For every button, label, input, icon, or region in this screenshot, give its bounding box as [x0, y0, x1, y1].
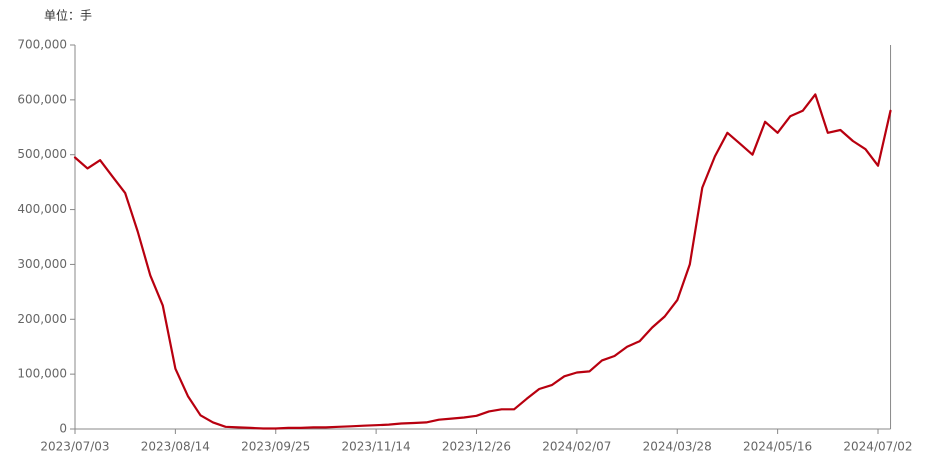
y-tick-label: 500,000 [17, 147, 67, 161]
x-tick-label: 2023/09/25 [241, 440, 310, 454]
unit-label: 单位：手 [44, 8, 92, 23]
x-tick-label: 2023/11/14 [342, 440, 411, 454]
y-tick-label: 0 [59, 422, 67, 436]
x-tick-label: 2023/08/14 [141, 440, 210, 454]
y-tick-label: 600,000 [17, 92, 67, 106]
line-series [73, 93, 892, 430]
y-tick-label: 100,000 [17, 367, 67, 381]
x-tick-label: 2023/12/26 [442, 440, 511, 454]
x-tick-label: 2024/07/02 [843, 440, 912, 454]
x-tick-label: 2023/07/03 [40, 440, 109, 454]
x-tick-label: 2024/05/16 [743, 440, 812, 454]
x-tick-label: 2024/03/28 [643, 440, 712, 454]
y-tick-label: 300,000 [17, 257, 67, 271]
y-tick-label: 400,000 [17, 202, 67, 216]
y-tick-label: 700,000 [17, 38, 67, 52]
y-tick-label: 200,000 [17, 312, 67, 326]
x-tick-label: 2024/02/07 [542, 440, 611, 454]
